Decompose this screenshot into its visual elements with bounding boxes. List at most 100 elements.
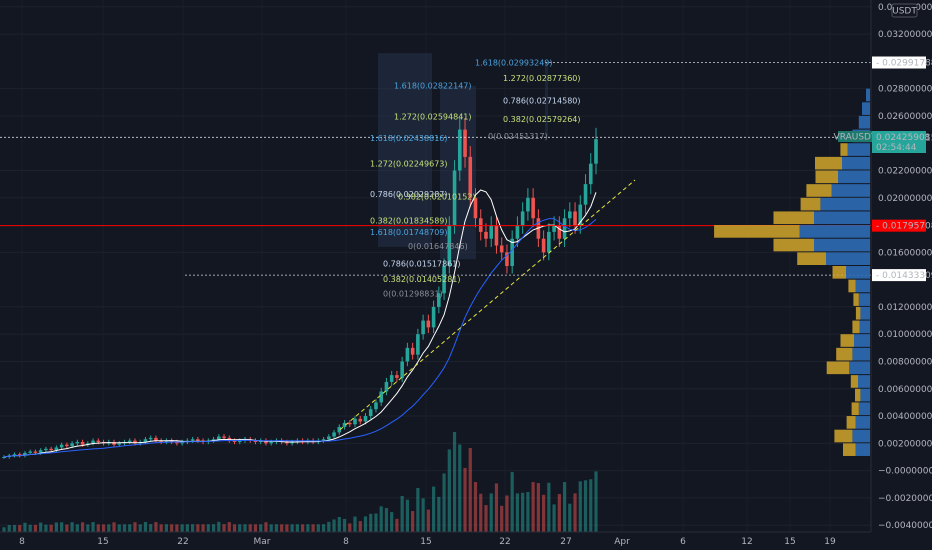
volume-bar [117,524,121,532]
candle [410,347,415,355]
volume-bar [531,482,535,532]
volume-bar [562,482,567,532]
candle [28,451,32,453]
candle [374,402,378,410]
vp-bar-gold [773,238,814,252]
volume-bar [421,498,425,532]
volume-bar [547,482,551,532]
volume-bar [54,522,58,532]
volume-bar [568,503,572,532]
candle [216,436,221,440]
volume-bar [185,524,189,532]
candle [473,197,478,219]
level-tag [872,269,926,282]
volume-bar [217,521,221,532]
volume-bar [500,505,504,532]
volume-bar [253,524,258,532]
candle [117,443,122,445]
candle [426,320,431,328]
candle [38,450,43,453]
volume-bar [170,524,174,532]
fib-level-label: 0.382(0.02010152) [398,192,476,201]
fib-level-label: 1.618(0.02438816) [370,134,448,143]
current-price-value: 0.02425908 [876,133,931,143]
vp-bar-gold [836,347,853,361]
volume-bar [28,524,32,532]
x-tick-label: 19 [824,537,836,547]
level-label: - 0.01433309 [876,271,932,281]
fibonacci-zones [378,53,548,260]
volume-bar [306,524,310,532]
candle [285,441,289,444]
vp-bar-gold [826,361,850,375]
x-tick-label: Apr [614,537,630,547]
y-tick-label: 0.01200000 [878,303,932,313]
vp-bar-gold [846,416,856,429]
volume-bar [259,524,263,532]
candle [347,422,352,425]
candle [96,440,101,442]
volume-bar [295,524,299,532]
candle [269,441,273,444]
candle [190,439,195,441]
volume-bar [274,524,279,532]
candle [358,418,363,422]
moving-average-slow [3,218,597,458]
vp-bar-gold [850,375,858,388]
vp-bar-gold [815,156,842,170]
vp-bar-blue [849,361,870,375]
volume-bar [232,524,237,532]
candle [405,347,410,362]
vp-bar-blue [858,115,870,129]
volume-bar [452,432,457,532]
vp-bar-gold [843,443,856,456]
y-tick-label: 0.00600000 [878,385,932,395]
candle [33,451,38,453]
x-tick-label: 27 [560,537,571,547]
vp-bar-blue [858,375,870,388]
vp-bar-gold [851,402,859,416]
candle [143,439,148,442]
vp-bar-blue [855,279,870,293]
volume-bar [65,524,69,532]
y-tick-label: 0.03200000 [878,30,932,40]
volume-bar [411,511,415,532]
time-axis[interactable] [0,532,932,550]
grid [0,6,871,526]
volume-bar [505,495,509,532]
y-tick-label: −0.00400000 [878,521,932,531]
volume-bar [442,473,446,532]
candle [133,440,137,444]
vp-bar-gold [797,252,826,265]
vp-bar-blue [852,347,870,361]
volume-bar [86,524,90,532]
volume-bars [2,432,598,532]
volume-bar [12,524,17,532]
volume-bar [400,496,404,532]
vp-bar-gold [832,266,846,279]
y-tick-label: 0.01600000 [878,248,932,258]
candle [175,441,179,444]
volume-bar [180,524,184,532]
y-tick-label: −0.00200000 [878,494,932,504]
volume-bar [75,524,79,532]
volume-bar [285,524,289,532]
candle [457,129,462,171]
candle [463,129,467,157]
currency-badge[interactable]: USDT [891,3,918,18]
current-price-tag: VRAUSDT 0.02425908 02:54:44 [834,131,931,153]
candle [379,391,384,403]
candle [494,225,499,246]
y-tick-label: 0.02800000 [878,85,932,95]
price-axis[interactable] [871,0,932,532]
vp-bar-gold [852,320,860,334]
candle [54,447,59,451]
volume-bar [426,509,430,532]
candle [526,197,530,212]
candle [389,375,394,382]
candle [541,238,546,253]
volume-bar [301,524,305,532]
key-level-label: - 0.01795708 [876,222,932,232]
x-tick-label: Mar [254,537,271,547]
